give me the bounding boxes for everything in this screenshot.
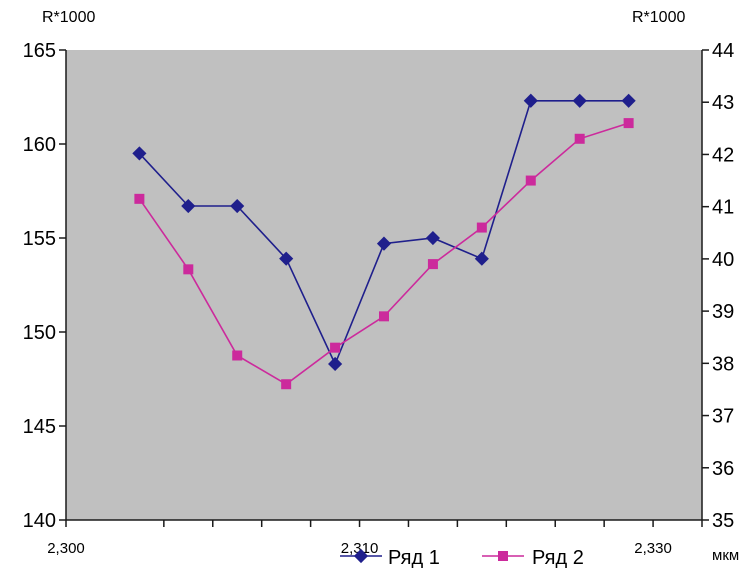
series-2-point — [427, 259, 438, 270]
legend-label-series-2: Ряд 2 — [532, 547, 584, 569]
right-tick-label: 37 — [712, 406, 734, 428]
left-tick-label: 150 — [23, 322, 56, 344]
series-2-point — [525, 175, 536, 186]
left-axis-title: R*1000 — [42, 9, 95, 26]
series-2-point — [232, 350, 243, 361]
series-1-point — [328, 356, 343, 372]
legend-label-series-1: Ряд 1 — [388, 547, 440, 569]
right-tick-label: 35 — [712, 510, 734, 532]
left-tick-label: 145 — [23, 416, 56, 438]
left-tick-label: 165 — [23, 40, 56, 62]
x-tick-label: 2,300 — [47, 540, 85, 557]
right-axis-ticks: 35 36 37 38 39 40 41 42 43 44 — [702, 40, 734, 532]
series-1-point — [230, 198, 245, 214]
left-tick-label: 155 — [23, 228, 56, 250]
x-tick-label: 2,310 — [341, 540, 379, 557]
series-1-point — [425, 230, 440, 246]
series-2-point — [574, 133, 585, 144]
x-axis-ticks: 2,300 2,310 2,330 — [47, 520, 703, 557]
series-1-point — [523, 93, 538, 108]
series-2-point — [476, 222, 487, 233]
right-tick-label: 41 — [712, 197, 734, 219]
series-2-point — [183, 264, 194, 275]
left-tick-label: 160 — [23, 134, 56, 156]
right-tick-label: 39 — [712, 301, 734, 323]
series-2-point — [379, 311, 389, 322]
right-tick-label: 42 — [712, 144, 734, 166]
left-tick-label: 140 — [23, 510, 56, 532]
legend: Ряд 1 Ряд 2 — [340, 547, 584, 569]
series-1-point — [279, 251, 294, 266]
legend-marker-series-2 — [498, 551, 508, 561]
right-tick-label: 38 — [712, 353, 734, 375]
legend-marker-series-1 — [353, 548, 369, 564]
x-tick-label: 2,330 — [634, 540, 672, 557]
series-1-point — [181, 198, 196, 214]
left-axis-ticks: 140 145 150 155 160 165 — [23, 40, 66, 532]
series-2-point — [134, 193, 145, 204]
series-2-point — [281, 379, 292, 390]
series-2-point — [330, 342, 341, 353]
right-tick-label: 36 — [712, 458, 734, 480]
x-unit-label: мкм — [712, 547, 739, 564]
right-tick-label: 44 — [712, 40, 734, 62]
series-1-point — [376, 236, 392, 251]
right-tick-label: 43 — [712, 92, 734, 114]
series-1-point — [474, 251, 489, 266]
right-axis-title: R*1000 — [632, 9, 685, 26]
series-2-point — [623, 118, 634, 129]
right-tick-label: 40 — [712, 249, 734, 271]
plot-area — [66, 50, 702, 520]
